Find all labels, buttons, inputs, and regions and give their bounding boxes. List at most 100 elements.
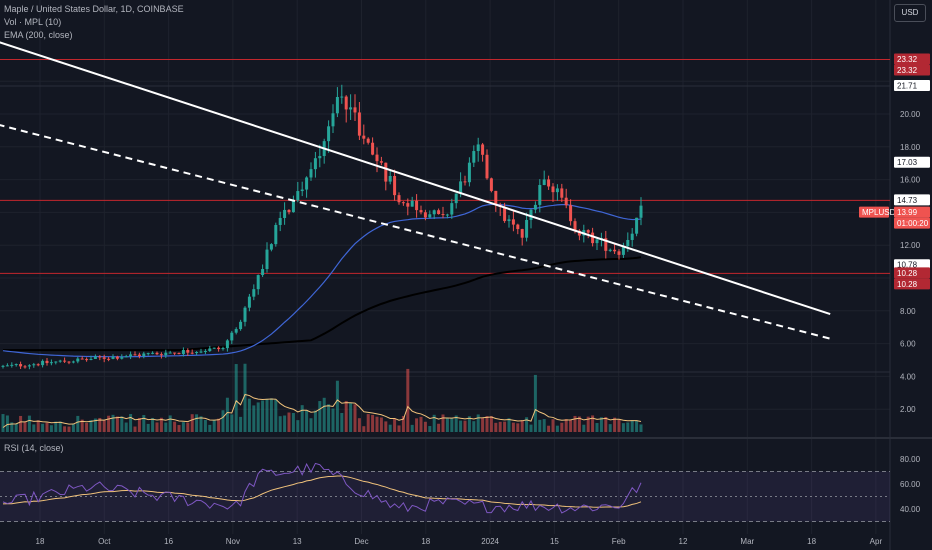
volume-bar <box>256 402 260 432</box>
volume-bar <box>1 414 5 432</box>
volume-bar <box>533 374 537 432</box>
candle <box>516 224 520 230</box>
volume-bar <box>208 424 212 432</box>
volume-bar <box>300 405 304 432</box>
volume-bar <box>129 414 133 432</box>
price-tick-label: 8.00 <box>900 307 916 316</box>
candle <box>186 350 190 353</box>
volume-bar <box>146 423 150 432</box>
candle <box>173 352 177 354</box>
candle <box>107 358 111 360</box>
candle <box>239 321 243 330</box>
volume-bar <box>252 405 256 432</box>
candle <box>19 364 23 367</box>
candle <box>120 357 124 359</box>
candle <box>384 162 388 182</box>
currency-button[interactable]: USD <box>894 4 926 22</box>
candle <box>613 249 617 252</box>
candle <box>291 200 295 213</box>
candle <box>542 179 546 186</box>
candle <box>230 332 234 341</box>
volume-bar <box>186 422 190 432</box>
candle <box>406 203 410 207</box>
volume-bar <box>454 415 458 432</box>
candle <box>111 356 115 359</box>
price-tick-label: 2.00 <box>900 405 916 414</box>
candle <box>164 352 168 356</box>
candle <box>335 96 339 114</box>
candle <box>621 246 625 255</box>
candle <box>481 144 485 155</box>
volume-bar <box>463 420 467 432</box>
time-tick-label: Nov <box>226 537 240 546</box>
candle <box>177 352 181 354</box>
candle <box>560 188 564 198</box>
candle <box>36 364 40 366</box>
candle <box>375 154 379 162</box>
volume-bar <box>120 416 124 432</box>
volume-bar <box>41 423 45 432</box>
volume-bar <box>111 414 115 432</box>
candle <box>586 230 590 233</box>
trendlines <box>0 41 831 340</box>
candle <box>265 249 269 270</box>
volume-bar <box>164 422 168 432</box>
volume-bar <box>278 416 282 432</box>
candle <box>511 219 515 225</box>
volume-bar <box>573 415 577 432</box>
volume-legend[interactable]: Vol · MPL (10) <box>4 17 62 27</box>
volume-bar <box>621 423 625 432</box>
volume-bar <box>630 420 634 432</box>
volume-bar <box>362 426 366 432</box>
rsi-legend[interactable]: RSI (14, close) <box>4 443 64 453</box>
volume-bar <box>520 420 524 432</box>
candle <box>525 219 529 238</box>
volume-bar <box>432 414 436 432</box>
volume-bar <box>560 422 564 432</box>
volume-bar <box>388 424 392 432</box>
price-badge <box>894 53 930 65</box>
candle <box>415 200 419 211</box>
ema-legend[interactable]: EMA (200, close) <box>4 30 73 40</box>
volume-bar <box>274 399 278 432</box>
price-axis: 2.00 4.00 6.00 8.00 12.00 16.00 18.00 20.00 40.0… <box>900 110 921 514</box>
volume-bar <box>234 364 238 432</box>
candle <box>463 181 467 183</box>
symbol-legend[interactable]: Maple / United States Dollar, 1D, COINBA… <box>4 4 184 14</box>
candle <box>401 202 405 204</box>
volume-bar <box>476 414 480 432</box>
candle <box>10 364 14 366</box>
volume-bar <box>529 424 533 432</box>
candle <box>195 351 199 354</box>
time-tick-label: 15 <box>550 537 559 546</box>
time-tick-label: Apr <box>870 537 883 546</box>
volume-bar <box>635 420 639 432</box>
rsi-tick-label: 80.00 <box>900 455 921 464</box>
volume-bar <box>283 415 287 432</box>
candle <box>23 366 27 368</box>
candle <box>5 365 9 367</box>
candle <box>274 224 278 245</box>
volume-bar <box>221 410 225 432</box>
volume-bar <box>190 414 194 432</box>
candle <box>1 365 5 367</box>
volume-bar <box>10 422 14 432</box>
candle <box>181 350 185 354</box>
volume-bar <box>45 422 49 432</box>
volume-bar <box>467 416 471 432</box>
candle <box>366 138 370 143</box>
candle <box>155 352 159 355</box>
volume-bar <box>569 419 573 432</box>
candle <box>353 107 357 113</box>
candle <box>476 144 480 152</box>
volume-bar <box>305 410 309 432</box>
rsi-line <box>2 462 642 514</box>
volume-bar <box>313 410 317 432</box>
volume-bar <box>445 418 449 432</box>
volume-bar <box>599 417 603 432</box>
volume-bar <box>243 363 247 432</box>
volume-bar <box>441 414 445 432</box>
volume-bar <box>98 417 102 432</box>
time-axis: 18 Oct 16 Nov 13 Dec 18 2024 15 Feb 12 Mar 18 Apr <box>36 537 883 546</box>
